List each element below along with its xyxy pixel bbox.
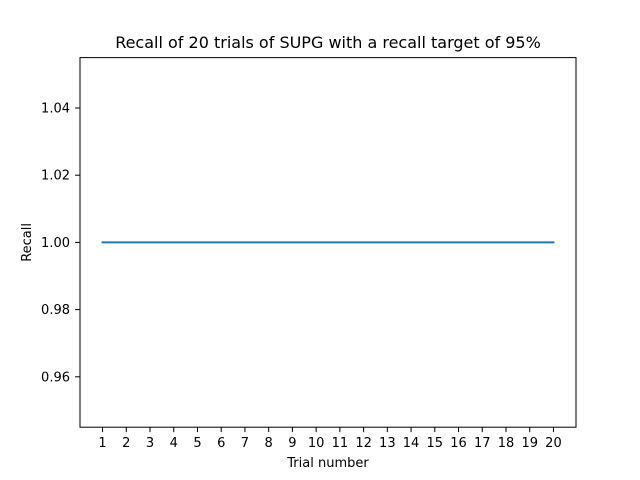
y-tick-label: 0.98 bbox=[41, 303, 70, 318]
x-tick-label: 3 bbox=[146, 436, 154, 451]
x-tick-label: 17 bbox=[474, 436, 491, 451]
y-tick-label: 1.02 bbox=[41, 169, 70, 184]
y-axis: 0.96 0.98 1.00 1.02 1.04 bbox=[41, 102, 80, 385]
x-tick-label: 18 bbox=[498, 436, 515, 451]
plot-frame bbox=[79, 57, 577, 428]
x-tick-label: 10 bbox=[308, 436, 325, 451]
x-tick-label: 6 bbox=[217, 436, 225, 451]
x-tick-label: 13 bbox=[379, 436, 396, 451]
y-axis-label: Recall bbox=[20, 223, 35, 262]
x-tick-label: 2 bbox=[122, 436, 130, 451]
x-tick-label: 20 bbox=[545, 436, 562, 451]
x-tick-label: 5 bbox=[193, 436, 201, 451]
x-tick-label: 9 bbox=[288, 436, 296, 451]
x-tick-label: 15 bbox=[427, 436, 444, 451]
x-tick-label: 4 bbox=[170, 436, 178, 451]
x-tick-label: 1 bbox=[98, 436, 106, 451]
x-tick-label: 12 bbox=[355, 436, 372, 451]
y-tick-label: 1.04 bbox=[41, 102, 70, 117]
x-tick-label: 19 bbox=[521, 436, 538, 451]
x-tick-label: 8 bbox=[265, 436, 273, 451]
y-tick-label: 0.96 bbox=[41, 370, 70, 385]
x-tick-label: 16 bbox=[450, 436, 467, 451]
x-axis: 1 2 3 4 5 6 7 8 9 10 11 12 13 14 15 16 17 18 19 20 bbox=[98, 427, 562, 451]
chart-title: Recall of 20 trials of SUPG with a recal… bbox=[115, 33, 541, 52]
x-axis-label: Trial number bbox=[286, 456, 369, 471]
x-tick-label: 11 bbox=[332, 436, 349, 451]
x-tick-label: 14 bbox=[403, 436, 420, 451]
x-tick-label: 7 bbox=[241, 436, 249, 451]
y-tick-label: 1.00 bbox=[41, 236, 70, 251]
